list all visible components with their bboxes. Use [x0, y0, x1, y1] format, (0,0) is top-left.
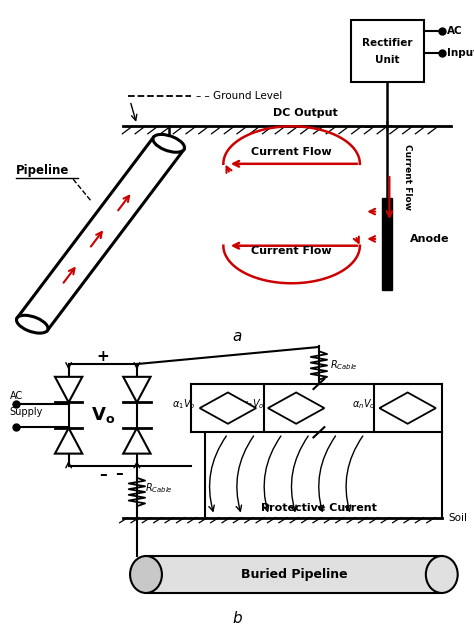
Polygon shape	[268, 392, 324, 423]
Polygon shape	[55, 377, 82, 403]
Text: $R_{Cable}$: $R_{Cable}$	[145, 481, 173, 495]
Text: +: +	[381, 119, 393, 134]
Text: Current Flow: Current Flow	[403, 145, 412, 210]
Text: –: –	[115, 466, 123, 481]
Bar	[146, 556, 442, 593]
Text: AC: AC	[9, 391, 23, 401]
Text: DC Output: DC Output	[273, 107, 337, 118]
Text: b: b	[232, 611, 242, 626]
FancyBboxPatch shape	[351, 20, 424, 82]
Ellipse shape	[153, 135, 184, 152]
Text: Buried Pipeline: Buried Pipeline	[241, 568, 347, 581]
Text: Supply: Supply	[9, 407, 43, 416]
Text: $R_{Cable}$: $R_{Cable}$	[330, 358, 358, 372]
Text: $\alpha_n V_o$: $\alpha_n V_o$	[352, 397, 376, 411]
Polygon shape	[123, 428, 151, 454]
Text: Rectifier: Rectifier	[362, 38, 412, 47]
Text: $\alpha_1 V_o$: $\alpha_1 V_o$	[173, 397, 196, 411]
Polygon shape	[200, 392, 256, 423]
Polygon shape	[55, 428, 82, 454]
Text: a: a	[232, 329, 242, 344]
Text: $\alpha_2 V_o$: $\alpha_2 V_o$	[241, 397, 264, 411]
Text: – – Ground Level: – – Ground Level	[196, 90, 283, 100]
Text: –: –	[363, 119, 371, 134]
Polygon shape	[123, 377, 151, 403]
Polygon shape	[379, 392, 436, 423]
Text: Anode: Anode	[410, 234, 449, 244]
Text: –: –	[99, 468, 107, 482]
Text: AC: AC	[447, 26, 463, 36]
Text: Pipeline: Pipeline	[16, 164, 70, 178]
Text: Soil: Soil	[448, 513, 467, 523]
Text: Unit: Unit	[375, 55, 400, 64]
Text: +: +	[96, 349, 109, 365]
Ellipse shape	[17, 315, 48, 333]
Text: Current Flow: Current Flow	[251, 246, 332, 256]
Text: Protective Current: Protective Current	[261, 503, 377, 513]
Text: $\mathbf{V_o}$: $\mathbf{V_o}$	[91, 405, 115, 425]
Text: Current Flow: Current Flow	[251, 147, 332, 157]
Ellipse shape	[130, 556, 162, 593]
Ellipse shape	[426, 556, 458, 593]
Text: Input: Input	[447, 48, 474, 58]
Bar	[382, 198, 392, 290]
